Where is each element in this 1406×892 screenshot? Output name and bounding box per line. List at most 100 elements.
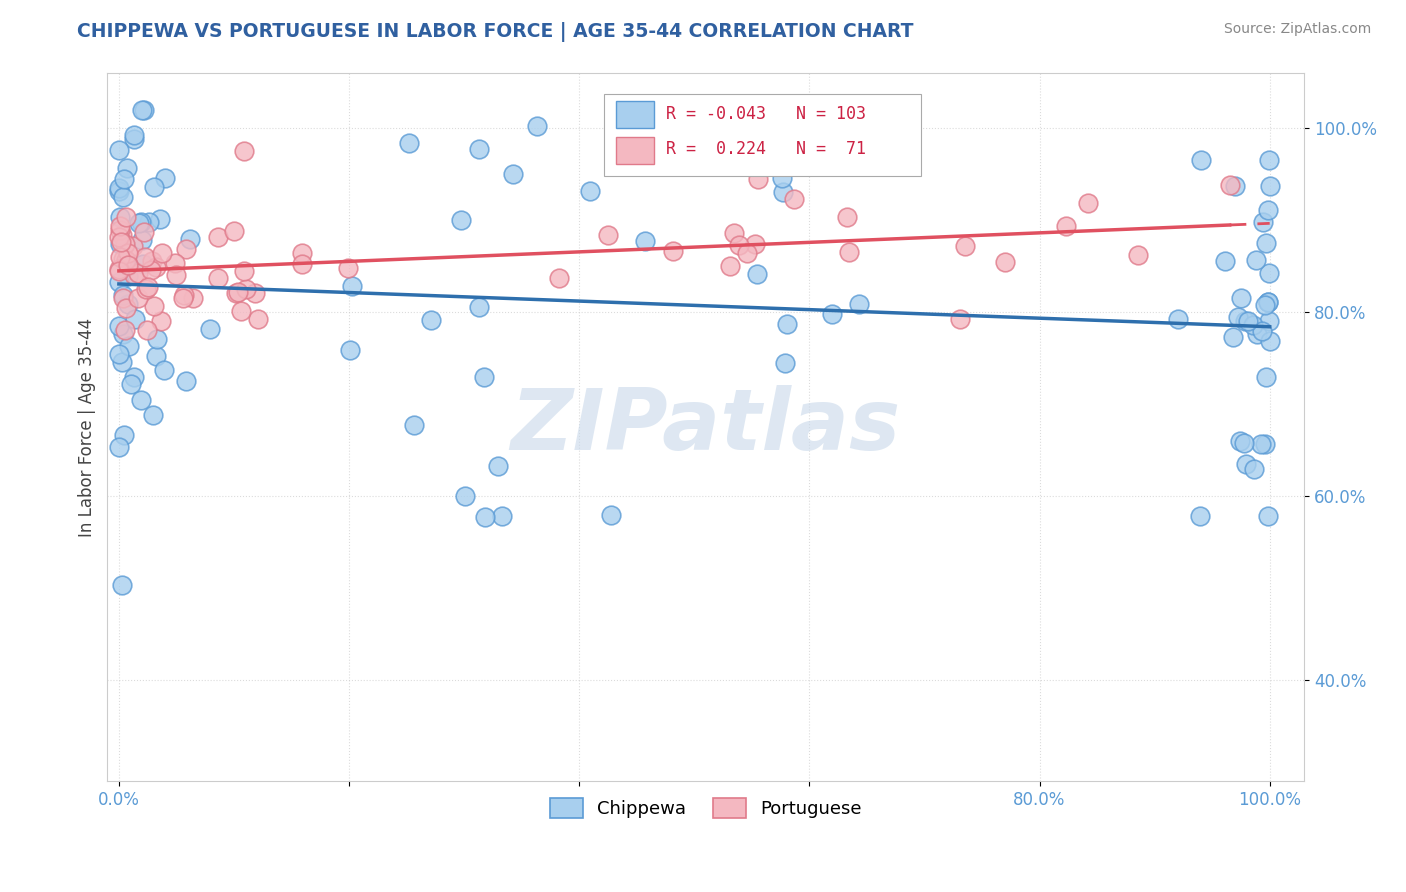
Point <box>118 339 141 353</box>
Point <box>143 180 166 194</box>
Point <box>121 239 143 253</box>
Point <box>108 347 131 361</box>
Point <box>200 322 222 336</box>
Point <box>1256 370 1278 384</box>
Point <box>153 363 176 377</box>
Point <box>235 282 257 296</box>
Point <box>1257 295 1279 310</box>
Point <box>150 314 173 328</box>
Point <box>1188 508 1211 523</box>
Point <box>1257 508 1279 523</box>
Point <box>783 192 806 206</box>
FancyBboxPatch shape <box>616 102 654 128</box>
Point <box>148 211 170 226</box>
Point <box>127 291 149 305</box>
Point <box>132 225 155 239</box>
Point <box>1227 310 1250 325</box>
Point <box>176 242 198 256</box>
Point <box>723 227 745 241</box>
Point <box>122 268 145 282</box>
Point <box>1258 314 1281 328</box>
Point <box>1258 179 1281 194</box>
Point <box>108 211 131 225</box>
Point <box>111 291 134 305</box>
Point <box>108 230 131 244</box>
Point <box>108 261 131 276</box>
Point <box>1258 334 1281 349</box>
Point <box>1213 254 1236 268</box>
Point <box>953 238 976 252</box>
Point <box>108 185 131 199</box>
Y-axis label: In Labor Force | Age 35-44: In Labor Force | Age 35-44 <box>79 318 96 537</box>
FancyBboxPatch shape <box>616 136 654 163</box>
Point <box>117 259 139 273</box>
Point <box>1234 314 1257 328</box>
Point <box>1250 436 1272 450</box>
Point <box>122 370 145 384</box>
Point <box>233 264 256 278</box>
Point <box>165 268 187 282</box>
Point <box>115 301 138 316</box>
Point <box>222 224 245 238</box>
Point <box>838 244 860 259</box>
Point <box>127 266 149 280</box>
Point <box>291 245 314 260</box>
Point <box>112 172 135 186</box>
Point <box>145 350 167 364</box>
Point <box>134 103 156 117</box>
Point <box>486 458 509 473</box>
Point <box>468 300 491 314</box>
Point <box>247 311 270 326</box>
Point <box>1257 294 1279 309</box>
Point <box>108 275 131 289</box>
Point <box>112 252 135 267</box>
Point <box>124 311 146 326</box>
Point <box>136 323 159 337</box>
Point <box>207 271 229 285</box>
Point <box>1250 325 1272 339</box>
Point <box>135 282 157 296</box>
Point <box>114 236 136 251</box>
Point <box>578 184 600 198</box>
Point <box>155 170 177 185</box>
Point <box>129 215 152 229</box>
Point <box>181 292 204 306</box>
Point <box>117 297 139 311</box>
Point <box>634 234 657 248</box>
Point <box>1191 153 1213 167</box>
Point <box>229 304 252 318</box>
Point <box>134 250 156 264</box>
Point <box>131 233 153 247</box>
Point <box>770 171 793 186</box>
Point <box>1257 202 1279 217</box>
Point <box>1219 178 1241 192</box>
Point <box>1254 298 1277 312</box>
Point <box>108 264 131 278</box>
Point <box>340 279 363 293</box>
Point <box>110 235 132 249</box>
Point <box>1077 195 1099 210</box>
Point <box>775 356 797 370</box>
Point <box>142 409 165 423</box>
Point <box>232 145 254 159</box>
Point <box>472 369 495 384</box>
Point <box>848 297 870 311</box>
Point <box>420 313 443 327</box>
Point <box>1229 434 1251 448</box>
Point <box>145 332 167 346</box>
Point <box>745 267 768 281</box>
Point <box>835 210 858 224</box>
Point <box>138 215 160 229</box>
Point <box>468 142 491 156</box>
Point <box>163 255 186 269</box>
Text: R = -0.043   N = 103: R = -0.043 N = 103 <box>666 105 866 123</box>
Point <box>1256 236 1278 251</box>
Point <box>1234 457 1257 471</box>
Point <box>596 228 619 243</box>
Point <box>1232 435 1254 450</box>
Text: ZIPatlas: ZIPatlas <box>510 385 901 468</box>
Point <box>115 161 138 176</box>
Point <box>450 212 472 227</box>
Point <box>339 343 361 358</box>
Point <box>1244 253 1267 268</box>
